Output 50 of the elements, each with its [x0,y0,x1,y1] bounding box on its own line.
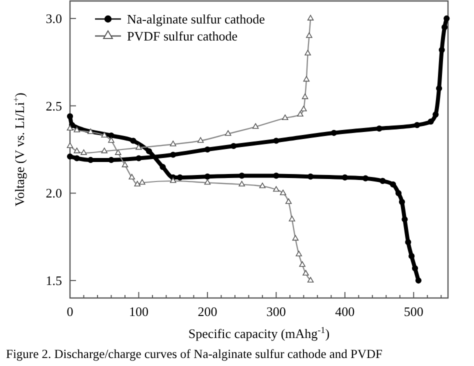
point [414,122,420,128]
point [380,178,386,184]
point [398,198,405,205]
point [442,24,448,30]
point [405,239,412,246]
x-tick-label: 100 [128,304,148,319]
x-tick-label: 300 [266,304,286,319]
point [408,253,415,260]
point [438,46,445,53]
y-tick-label: 2.0 [46,186,62,201]
point [444,15,450,22]
point [273,172,280,179]
x-axis-title: Specific capacity (mAhg$^{-1}$) [188,325,330,341]
point [146,148,152,154]
point [395,190,402,196]
y-tick-label: 2.5 [46,98,62,114]
legend-label: Na-alginate sulfur cathode [127,12,266,26]
point [415,277,422,284]
point [230,142,237,150]
caption: Figure 2. Discharge/charge curves of Na-alginate sulfur cathode and PVDF [6,347,383,361]
point [428,118,434,125]
point [176,174,184,180]
point [238,172,245,179]
point [66,153,74,160]
point [160,164,166,170]
point [402,216,408,222]
y-tick-label: 1.5 [46,273,62,288]
x-tick-label: 500 [404,304,424,319]
point [170,152,176,158]
point [74,155,80,162]
y-tick-label: 3.0 [46,10,62,26]
x-tick-label: 400 [335,304,355,319]
point [88,156,94,164]
point [436,85,442,92]
point [204,146,210,153]
point [390,181,396,188]
point [362,175,369,182]
point [108,132,114,139]
point [412,265,418,272]
point [66,113,74,120]
point [273,138,280,144]
point [108,156,114,164]
legend-label: PVDF sulfur cathode [127,28,238,44]
x-tick-label: 0 [66,304,74,319]
point [330,130,337,136]
point [432,112,439,118]
point [130,138,136,144]
point [136,155,142,162]
point [376,125,382,132]
x-tick-label: 200 [198,304,218,319]
